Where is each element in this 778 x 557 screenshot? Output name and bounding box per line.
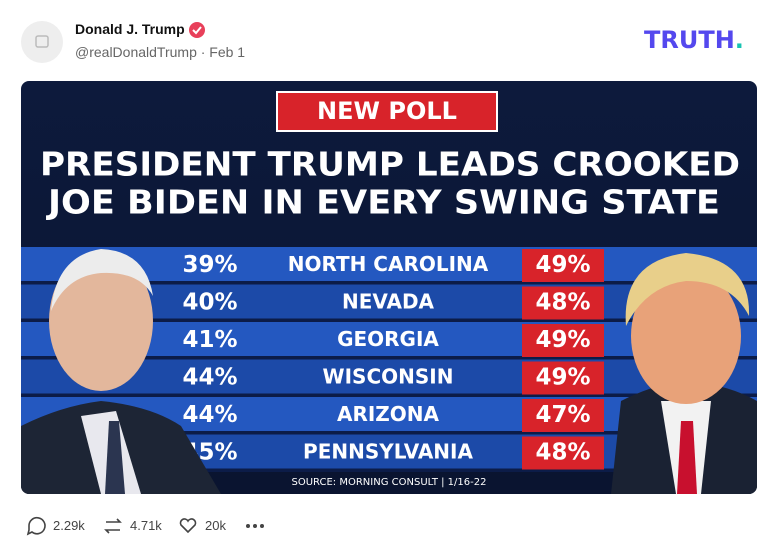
state-name: NEVADA — [342, 290, 435, 314]
state-name: PENNSYLVANIA — [303, 440, 473, 464]
retruth-count: 4.71k — [130, 518, 162, 533]
biden-percent: 39% — [182, 252, 237, 278]
post-meta: @realDonaldTrump · Feb 1 — [75, 44, 246, 60]
verified-check — [192, 26, 202, 35]
trump-box — [522, 399, 604, 432]
author-name[interactable]: Donald J. Trump — [75, 21, 185, 37]
avatar[interactable] — [21, 21, 63, 63]
state-name: WISCONSIN — [323, 365, 454, 389]
logo-dot: . — [734, 26, 744, 54]
biden-percent: 41% — [182, 327, 237, 353]
state-name: ARIZONA — [337, 402, 440, 426]
biden-percent: 44% — [182, 402, 237, 428]
row-stripe — [21, 431, 757, 435]
post-image[interactable]: NEW POLL PRESIDENT TRUMP LEADS CROOKED J… — [21, 81, 757, 494]
row-stripe — [21, 318, 757, 322]
trump-box — [522, 436, 604, 470]
row-stripe — [21, 468, 757, 472]
state-name: GEORGIA — [337, 327, 439, 351]
avatar-icon — [35, 35, 49, 48]
trump-percent: 49% — [535, 327, 590, 353]
row-stripe — [21, 281, 757, 285]
trump-box — [522, 324, 604, 357]
headline-line: JOE BIDEN IN EVERY SWING STATE — [46, 183, 720, 222]
trump-percent: 47% — [535, 402, 590, 428]
badge-box — [276, 91, 498, 132]
badge-text: NEW POLL — [317, 97, 457, 125]
row-band — [21, 359, 757, 397]
biden-percent: 44% — [182, 365, 237, 391]
more-icon[interactable] — [246, 524, 264, 528]
trump-percent: 49% — [535, 365, 590, 391]
row-stripe — [21, 393, 757, 397]
trump-box — [522, 361, 604, 395]
retruth-icon[interactable] — [104, 518, 122, 534]
biden-photo — [21, 249, 221, 494]
trump-photo — [611, 253, 757, 494]
trump-box — [522, 286, 604, 320]
headline-line: PRESIDENT TRUMP LEADS CROOKED — [40, 145, 740, 184]
like-icon[interactable] — [179, 518, 197, 534]
row-stripe — [21, 356, 757, 360]
state-name: NORTH CAROLINA — [288, 252, 489, 276]
reply-icon[interactable] — [26, 516, 46, 536]
image-source: SOURCE: MORNING CONSULT | 1/16-22 — [292, 477, 487, 488]
verified-badge — [189, 22, 205, 38]
logo[interactable]: TRUTH. — [644, 26, 744, 54]
logo-text: TRUTH — [644, 26, 735, 54]
reply-count: 2.29k — [53, 518, 85, 533]
trump-box — [522, 249, 604, 282]
trump-percent: 48% — [535, 290, 590, 316]
like-count: 20k — [205, 518, 226, 533]
biden-percent: 40% — [182, 290, 237, 316]
trump-percent: 49% — [535, 252, 590, 278]
trump-percent: 48% — [535, 440, 590, 466]
